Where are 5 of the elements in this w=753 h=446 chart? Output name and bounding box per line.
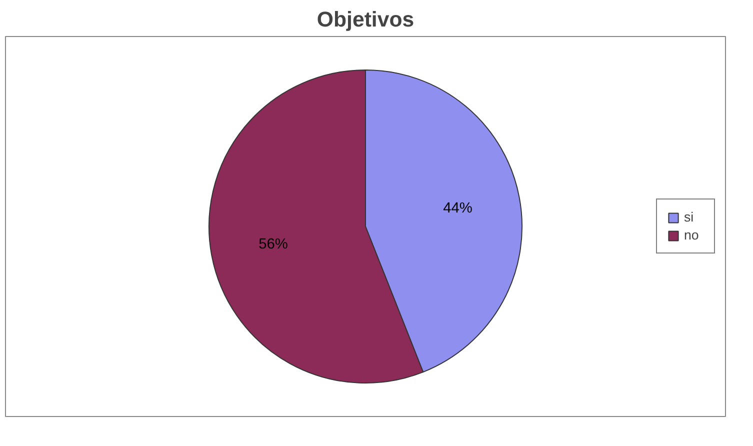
data-label: 56% bbox=[258, 236, 288, 252]
legend-label: no bbox=[684, 228, 700, 242]
data-label: 44% bbox=[443, 200, 472, 217]
chart-title: Objetivos bbox=[316, 8, 414, 32]
legend-label: si bbox=[684, 210, 695, 224]
